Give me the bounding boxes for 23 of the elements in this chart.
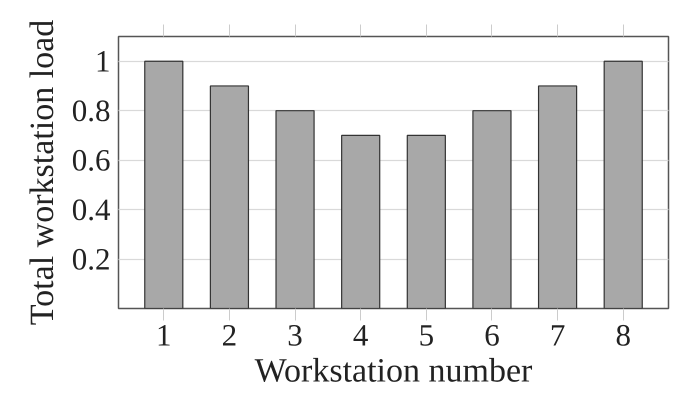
bar	[604, 60, 643, 308]
y-tick-label: 0.4	[72, 192, 111, 228]
x-tick-label: 5	[418, 318, 434, 352]
x-tick-label: 1	[156, 318, 172, 352]
x-tick-label: 8	[615, 318, 631, 352]
x-tick-label: 6	[484, 318, 500, 352]
y-tick-label: 0.8	[72, 93, 110, 128]
x-tick-label: 7	[550, 318, 566, 352]
x-tick-label: 3	[287, 318, 303, 352]
bar	[406, 134, 446, 308]
bar	[210, 85, 250, 308]
y-tick-label: 0.6	[72, 142, 110, 178]
y-tick-label: 0.2	[72, 242, 110, 277]
x-axis-title: Workstation number	[254, 352, 534, 390]
bar	[538, 85, 578, 308]
bar	[144, 60, 184, 308]
bar	[275, 110, 315, 308]
x-tick-label: 4	[352, 318, 369, 352]
y-axis-title: Total workstation load	[24, 20, 61, 326]
y-tick-label: 1	[95, 44, 110, 79]
x-tick-label: 2	[222, 318, 238, 352]
bar	[472, 110, 512, 308]
bar	[341, 134, 380, 308]
